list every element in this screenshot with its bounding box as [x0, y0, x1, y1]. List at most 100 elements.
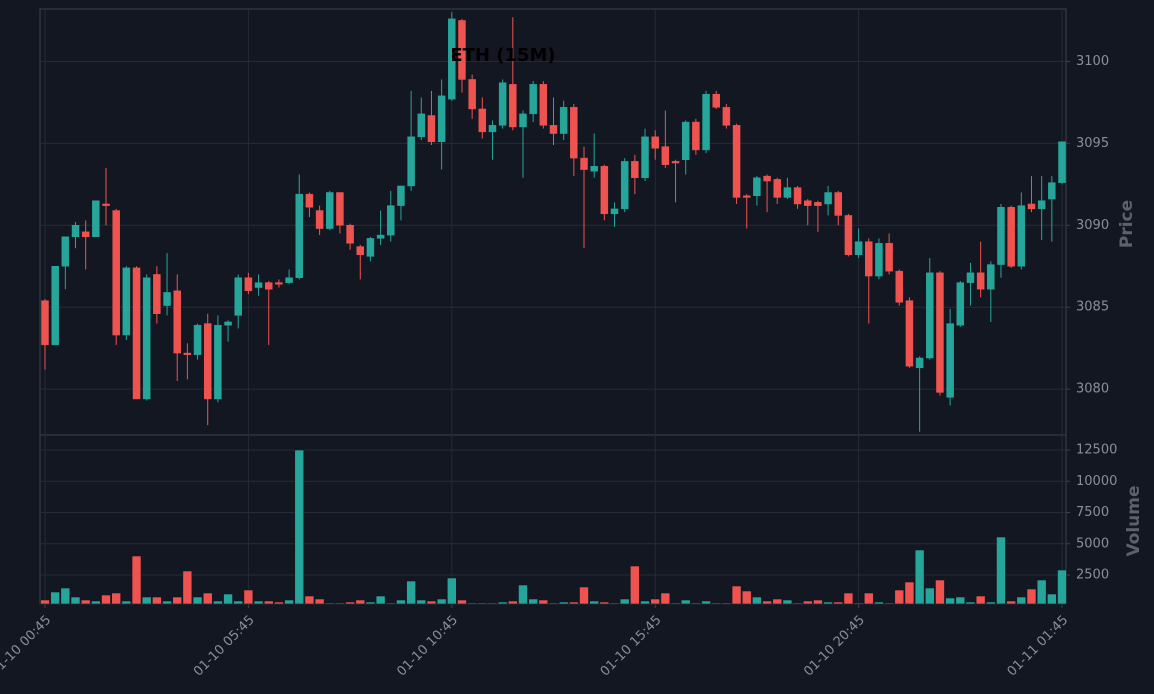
- candle-body: [641, 136, 649, 179]
- volume-bar: [680, 599, 691, 605]
- candle-body: [692, 121, 700, 151]
- volume-bar: [701, 600, 711, 605]
- volume-bar: [263, 600, 274, 605]
- volume-bar: [182, 570, 193, 605]
- volume-bar: [162, 600, 172, 605]
- candle-body: [600, 166, 609, 215]
- volume-bar: [396, 599, 406, 605]
- volume-bar: [904, 581, 915, 605]
- candle-body: [1017, 205, 1026, 267]
- candle-body: [498, 82, 507, 126]
- volume-bar: [945, 597, 955, 605]
- volume-bar: [202, 592, 213, 605]
- volume-bar: [1036, 579, 1047, 605]
- candle-body: [987, 264, 995, 290]
- volume-bar: [599, 601, 610, 605]
- volume-bar: [630, 565, 640, 605]
- volume-bar: [497, 601, 508, 605]
- candle-body: [122, 267, 131, 336]
- volume-bar: [1057, 569, 1067, 605]
- candle-body: [407, 136, 415, 187]
- candle-body: [875, 243, 883, 277]
- candle-body: [254, 282, 263, 288]
- volume-bar: [345, 601, 355, 605]
- candle-body: [702, 93, 710, 151]
- volume-bar: [518, 584, 528, 605]
- candle-body: [549, 125, 558, 134]
- volume-bar: [304, 595, 315, 605]
- y-axis-label: Price: [1117, 200, 1137, 248]
- volume-bar: [40, 599, 50, 605]
- volume-tick-label: 10000: [1076, 474, 1117, 489]
- volume-bar: [772, 598, 783, 605]
- volume-bar: [477, 602, 488, 605]
- volume-bar: [294, 449, 305, 605]
- candle-body: [142, 277, 151, 400]
- candle-body: [417, 113, 426, 138]
- volume-bar: [884, 602, 894, 605]
- volume-bar: [141, 596, 152, 605]
- candle-body: [163, 292, 171, 306]
- candle-body: [336, 192, 344, 226]
- candle-body: [346, 225, 354, 244]
- candle-body: [966, 272, 975, 283]
- candle-body: [732, 125, 741, 198]
- volume-bar: [802, 600, 813, 605]
- volume-bar: [243, 589, 254, 605]
- candle-body: [326, 192, 334, 229]
- volume-bar: [91, 600, 101, 605]
- candle-body: [356, 246, 365, 256]
- candle-body: [61, 236, 70, 267]
- candle-body: [397, 185, 405, 206]
- volume-bar: [823, 601, 833, 605]
- candle-body: [366, 238, 375, 257]
- candle-body: [214, 324, 222, 400]
- volume-bar: [741, 590, 752, 605]
- y-tick-label: 3100: [1076, 54, 1109, 69]
- volume-bar: [436, 598, 447, 605]
- candle-body: [295, 193, 303, 278]
- candle-body: [41, 300, 49, 346]
- candle-body: [631, 161, 639, 179]
- volume-bar: [731, 585, 742, 605]
- candle-body: [580, 157, 588, 170]
- candle-body: [539, 84, 548, 126]
- candle-body: [742, 195, 751, 198]
- candle-body: [102, 203, 110, 206]
- volume-axis-label: Volume: [1124, 485, 1144, 556]
- candle-body: [620, 161, 629, 210]
- volume-bar: [1006, 600, 1016, 605]
- candle-body: [865, 241, 873, 277]
- volume-bar: [874, 601, 884, 605]
- volume-bar: [60, 587, 71, 605]
- volume-bar: [467, 602, 477, 605]
- candle-body: [783, 187, 792, 198]
- candle-body: [926, 272, 934, 359]
- volume-bar: [406, 580, 416, 605]
- volume-bar: [965, 601, 976, 605]
- volume-bar: [975, 595, 986, 605]
- volume-bar: [487, 602, 498, 605]
- volume-bar: [70, 596, 81, 605]
- volume-bar: [335, 602, 345, 605]
- y-tick-label: 3095: [1076, 136, 1109, 151]
- volume-bar: [172, 596, 183, 605]
- volume-bar: [782, 599, 793, 605]
- candle-body: [478, 108, 487, 133]
- volume-bar: [213, 600, 223, 605]
- candle-body: [387, 205, 395, 236]
- candle-body: [651, 136, 659, 149]
- volume-bar: [813, 599, 823, 605]
- candle-body: [681, 121, 690, 160]
- candle-body: [488, 125, 497, 133]
- candle-body: [834, 192, 843, 216]
- volume-bar: [853, 602, 864, 605]
- candle-body: [51, 265, 59, 346]
- volume-bar: [192, 596, 203, 605]
- candle-body: [712, 93, 720, 108]
- candle-body: [376, 234, 385, 239]
- volume-bar: [284, 599, 294, 605]
- volume-bar: [986, 601, 996, 605]
- volume-bar: [924, 587, 935, 605]
